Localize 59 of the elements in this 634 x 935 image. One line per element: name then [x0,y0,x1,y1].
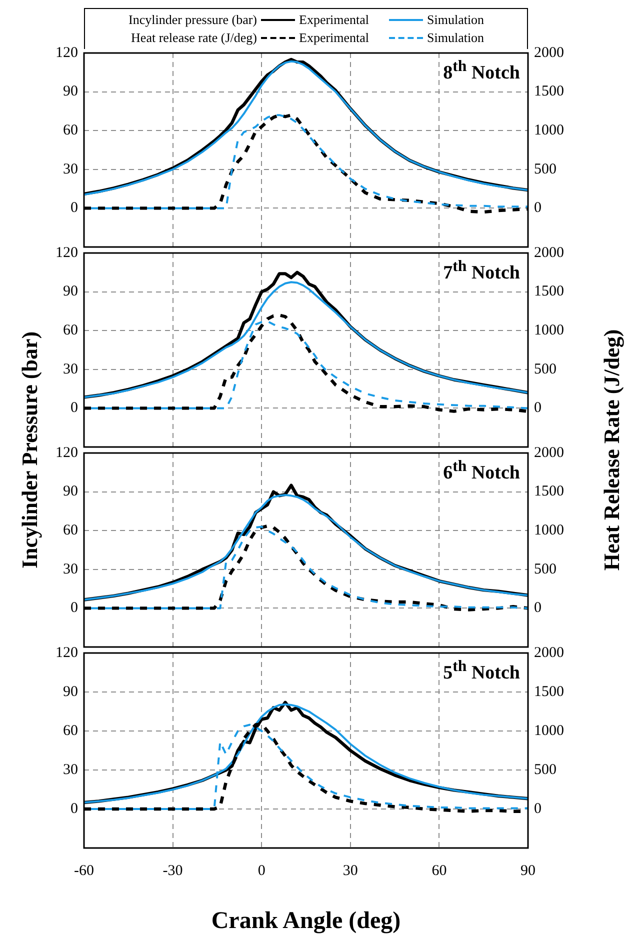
x-tick-label: 30 [342,862,358,879]
y-tick-label: 30 [63,161,78,178]
y-tick-label: 30 [63,762,78,778]
chart-title: 7$^{th}$ Notch [443,258,520,284]
y-tick-label: 0 [70,400,78,416]
y2-tick-label: 1500 [534,84,564,100]
y2-tick-label: 2000 [534,444,564,461]
y2-tick-label: 2000 [534,44,564,61]
y-tick-label: 60 [63,722,78,739]
y-tick-label: 0 [70,600,78,616]
y-tick-label: 30 [63,361,78,378]
x-tick-label: 90 [520,862,536,879]
y-tick-label: 60 [63,322,78,339]
y2-tick-label: 500 [534,361,556,378]
x-tick-label: -30 [162,862,183,879]
chart-title: 8$^{th}$ Notch [443,58,520,84]
y2-tick-label: 500 [534,561,556,578]
y-axis-title: Incylinder Pressure (bar) [17,331,43,569]
y2-tick-label: 1500 [534,484,564,500]
y-tick-label: 60 [63,122,78,139]
y2-tick-label: 1500 [534,684,564,700]
y-tick-label: 0 [70,800,78,817]
legend-label: Experimental [299,30,370,46]
y-tick-label: 90 [63,484,78,500]
y2-tick-label: 2000 [534,644,564,661]
y-tick-label: 90 [63,284,78,300]
chart-title: 5$^{th}$ Notch [443,658,520,684]
x-tick-label: 0 [258,862,266,879]
y2-tick-label: 500 [534,161,556,178]
y2-tick-label: 0 [534,800,542,817]
y-tick-label: 120 [56,244,78,261]
y2-tick-label: 1000 [534,122,564,139]
y2-tick-label: 1000 [534,322,564,339]
y2-tick-label: 1500 [534,284,564,300]
x-tick-label: 60 [432,862,447,879]
y-tick-label: 120 [56,644,78,661]
y2-tick-label: 500 [534,762,556,778]
y-tick-label: 30 [63,561,78,578]
y2-tick-label: 2000 [534,244,564,261]
y2-tick-label: 1000 [534,522,564,539]
y2-axis-title: Heat Release Rate (J/deg) [599,329,625,571]
y2-tick-label: 0 [534,200,542,216]
x-axis-title: Crank Angle (deg) [211,908,401,935]
y-tick-label: 90 [63,684,78,700]
y-tick-label: 90 [63,84,78,100]
y-tick-label: 120 [56,444,78,461]
legend-label: Experimental [299,12,370,28]
y-tick-label: 60 [63,522,78,539]
chart-title: 6$^{th}$ Notch [443,458,520,484]
legend-label: Simulation [427,30,486,46]
x-tick-label: -60 [74,862,94,879]
text: Incylinder pressure (bar) [128,12,257,28]
y-tick-label: 0 [70,200,78,216]
y-tick-label: 120 [56,44,78,61]
text: Heat release rate (J/deg) [130,30,257,46]
y2-tick-label: 0 [534,400,542,416]
y2-tick-label: 0 [534,600,542,616]
y2-tick-label: 1000 [534,722,564,739]
legend-label: Simulation [427,12,486,28]
